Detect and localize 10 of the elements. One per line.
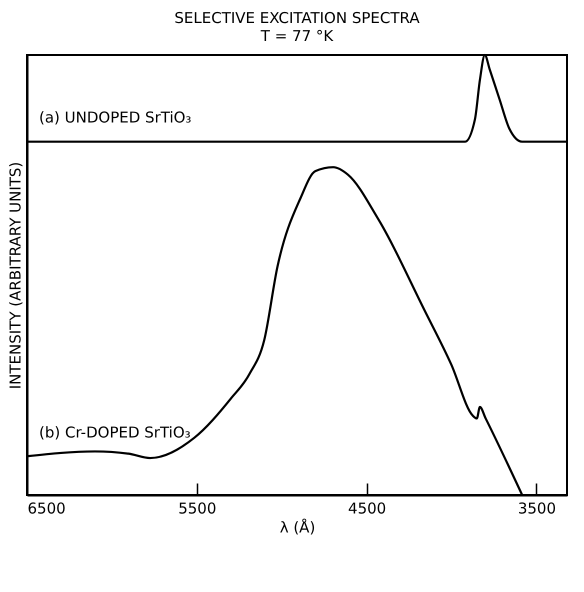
x-tick-label: 4500 [348,500,386,518]
y-axis-title: INTENSITY (ARBITRARY UNITS) [6,162,24,390]
x-tick-label: 3500 [518,500,556,518]
x-axis-title: λ (Å) [280,518,316,536]
chart-subtitle: T = 77 °K [260,26,334,45]
chart-title: SELECTIVE EXCITATION SPECTRA [174,8,420,27]
series-label: (a) UNDOPED SrTiO₃ [39,108,192,127]
series-label: (b) Cr-DOPED SrTiO₃ [39,423,191,442]
x-tick-label: 5500 [178,500,216,518]
x-tick-label: 6500 [28,500,66,518]
